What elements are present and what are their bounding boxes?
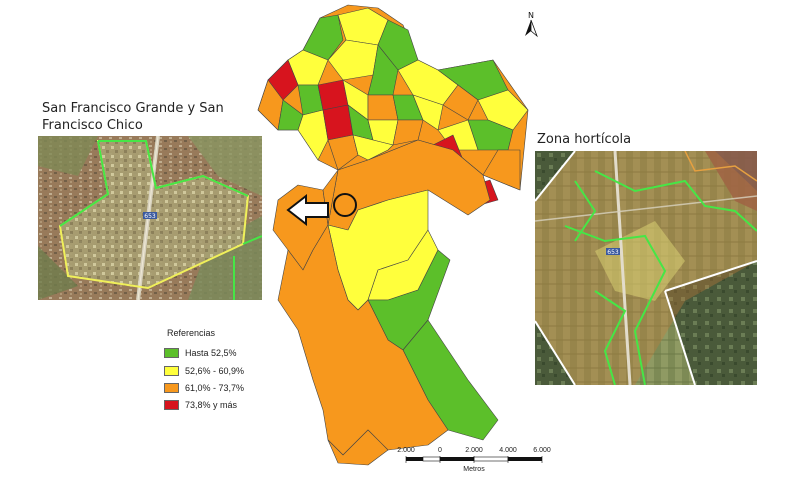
road-label-left: 653 — [144, 213, 156, 220]
scale-label: 6.000 — [533, 447, 551, 454]
legend-item-61: 61,0% - 73,7% — [164, 381, 244, 394]
road-shield-icon — [143, 212, 157, 219]
inset-aerial-san-francisco: 653 — [38, 136, 262, 300]
road-label-right: 653 — [607, 249, 619, 256]
arrow-left-icon — [286, 193, 329, 227]
legend-label: Hasta 52,5% — [185, 347, 237, 358]
scale-label: 4.000 — [499, 447, 517, 454]
scale-unit: Metros — [463, 466, 485, 473]
legend-label: 61,0% - 73,7% — [185, 382, 245, 393]
choropleth-map — [257, 4, 529, 466]
scale-bar-graphic — [405, 456, 543, 463]
legend-label: 52,6% - 60,9% — [185, 365, 245, 376]
inset-right-title: Zona hortícola — [537, 132, 632, 147]
north-letter: N — [528, 11, 534, 20]
legend-item-52: 52,6% - 60,9% — [164, 364, 244, 377]
legend-swatch-green — [164, 347, 179, 358]
circle-marker-icon — [333, 193, 357, 217]
scale-label: 2.000 — [397, 447, 415, 454]
legend-item-hasta: Hasta 52,5% — [164, 346, 237, 359]
legend-title: Referencias — [167, 328, 216, 338]
legend-swatch-red — [164, 399, 179, 410]
legend-label: 73,8% y más — [185, 399, 238, 410]
scale-bar: 2.000 0 2.000 4.000 6.000 Metros — [397, 447, 551, 487]
legend-swatch-orange — [164, 382, 179, 393]
scale-label: 2.000 — [465, 447, 483, 454]
road-shield-icon — [606, 248, 620, 255]
legend-item-73: 73,8% y más — [164, 398, 237, 411]
north-arrow-icon: N — [525, 11, 538, 38]
scale-label: 0 — [438, 447, 442, 454]
inset-left-title: San Francisco Grande y San Francisco Chi… — [42, 101, 224, 133]
inset-aerial-zona-horticola: 653 — [535, 151, 757, 385]
legend-swatch-yellow — [164, 365, 179, 376]
